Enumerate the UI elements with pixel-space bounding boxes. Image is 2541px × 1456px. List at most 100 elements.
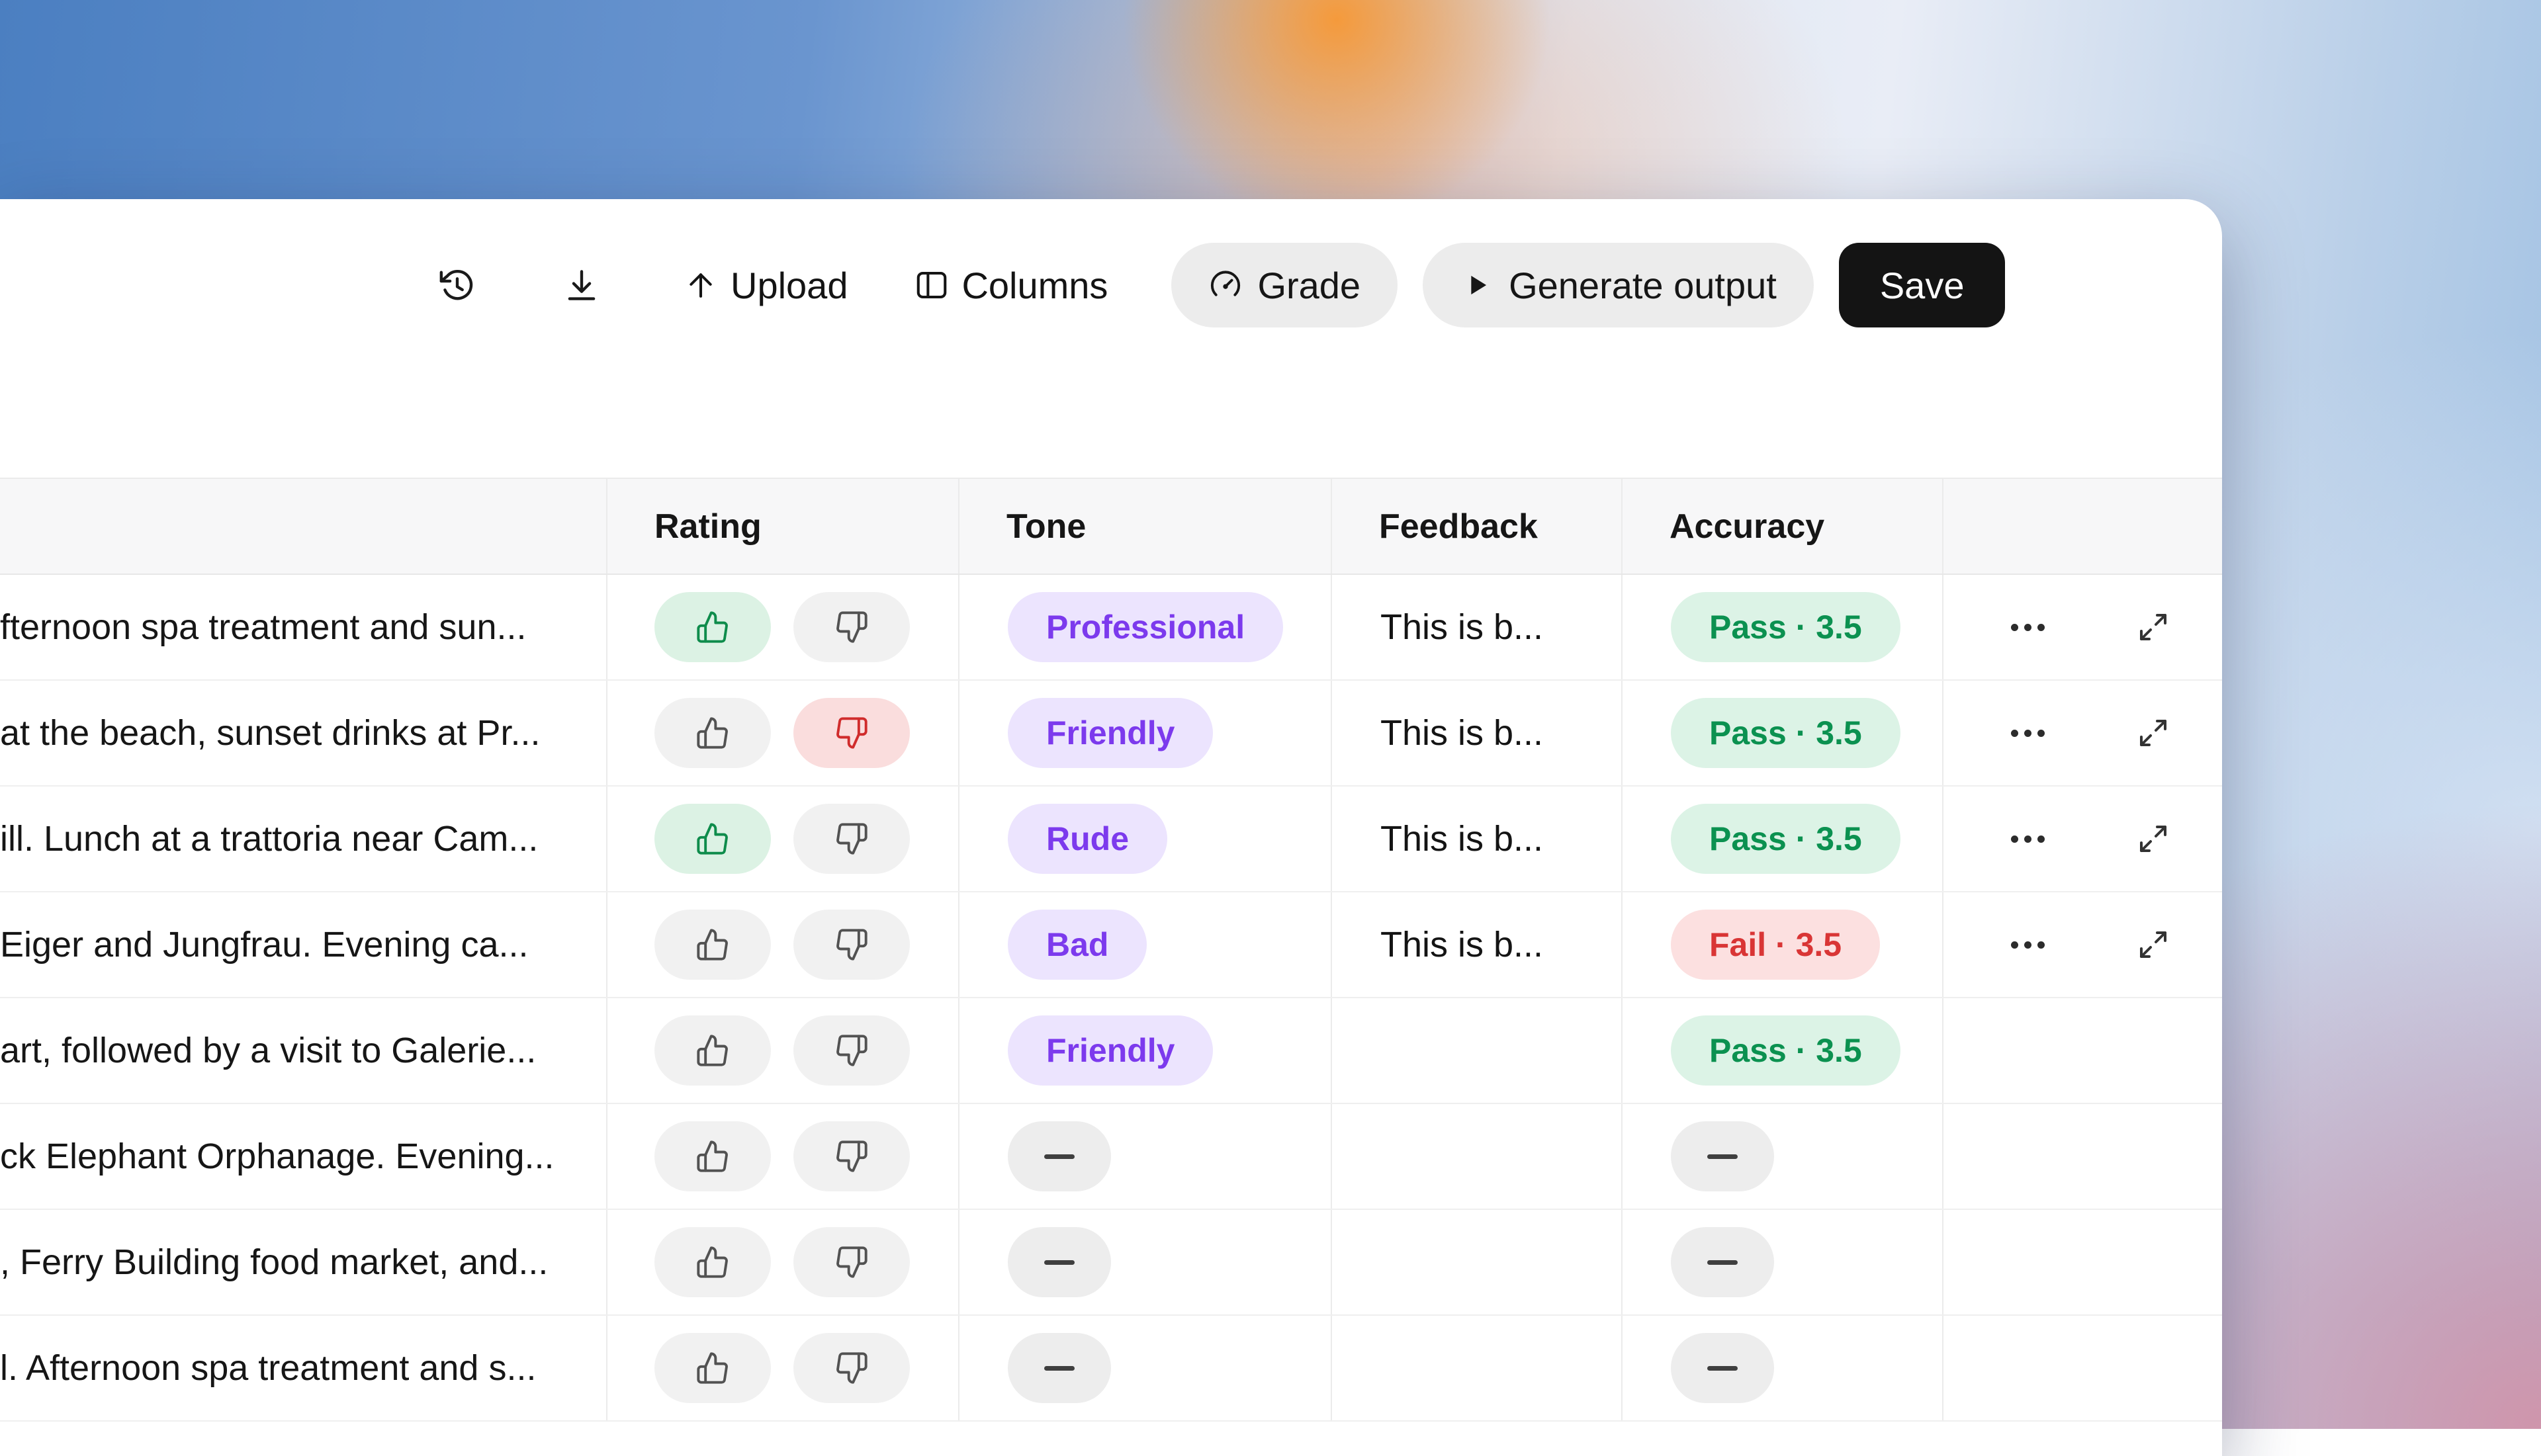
accuracy-cell[interactable]: Pass · 3.5 [1623,681,1943,785]
columns-button[interactable]: Columns [914,264,1108,307]
accuracy-badge[interactable]: Pass · 3.5 [1671,592,1900,662]
thumbs-up-button[interactable] [654,910,771,980]
feedback-cell[interactable] [1332,1316,1623,1420]
accuracy-badge[interactable]: Fail · 3.5 [1671,910,1880,980]
tone-cell[interactable]: Rude [959,787,1332,891]
column-header-rating[interactable]: Rating [607,479,959,574]
tone-badge[interactable]: Bad [1008,910,1147,980]
thumbs-down-button[interactable] [793,1121,910,1191]
accuracy-cell[interactable] [1623,1316,1943,1420]
feedback-cell[interactable] [1332,1104,1623,1209]
thumbs-down-button[interactable] [793,1227,910,1297]
row-more-button[interactable] [2004,617,2051,638]
prompt-cell[interactable]: l. Afternoon spa treatment and s... [0,1316,607,1420]
tone-cell[interactable]: Friendly [959,681,1332,785]
columns-button-label: Columns [961,264,1108,307]
table-row: ck Elephant Orphanage. Evening... [0,1104,2222,1210]
feedback-cell[interactable]: This is b... [1332,681,1623,785]
row-actions-cell [1943,1210,2222,1314]
thumbs-down-button[interactable] [793,1333,910,1403]
accuracy-badge[interactable]: Pass · 3.5 [1671,804,1900,874]
feedback-cell[interactable] [1332,998,1623,1103]
tone-badge[interactable]: Rude [1008,804,1167,874]
row-more-button[interactable] [2004,829,2051,849]
thumbs-up-icon [695,1351,730,1385]
feedback-cell[interactable]: This is b... [1332,787,1623,891]
history-icon [438,266,476,304]
expand-icon [2137,611,2169,643]
thumbs-down-button[interactable] [793,592,910,662]
thumbs-down-icon [834,1245,869,1279]
prompt-cell[interactable]: art, followed by a visit to Galerie... [0,998,607,1103]
row-more-button[interactable] [2004,935,2051,955]
download-button[interactable] [558,261,605,309]
row-expand-button[interactable] [2137,823,2169,855]
prompt-text: ck Elephant Orphanage. Evening... [0,1136,555,1177]
empty-value-pill [1671,1333,1774,1403]
thumbs-down-button[interactable] [793,698,910,768]
prompt-cell[interactable]: , Ferry Building food market, and... [0,1210,607,1314]
tone-badge[interactable]: Friendly [1008,1015,1213,1086]
accuracy-cell[interactable]: Pass · 3.5 [1623,787,1943,891]
tone-cell[interactable]: Friendly [959,998,1332,1103]
tone-cell[interactable]: Professional [959,575,1332,679]
accuracy-cell[interactable] [1623,1210,1943,1314]
history-button[interactable] [433,261,481,309]
tone-cell[interactable]: Bad [959,892,1332,997]
thumbs-up-button[interactable] [654,1333,771,1403]
row-expand-button[interactable] [2137,717,2169,749]
prompt-cell[interactable]: fternoon spa treatment and sun... [0,575,607,679]
accuracy-badge[interactable]: Pass · 3.5 [1671,1015,1900,1086]
accuracy-cell[interactable] [1623,1104,1943,1209]
accuracy-cell[interactable]: Pass · 3.5 [1623,575,1943,679]
rating-cell [607,1104,959,1209]
thumbs-down-icon [834,610,869,644]
thumbs-up-button[interactable] [654,698,771,768]
table-row: l. Afternoon spa treatment and s... [0,1316,2222,1422]
tone-cell[interactable] [959,1316,1332,1420]
accuracy-cell[interactable]: Fail · 3.5 [1623,892,1943,997]
accuracy-cell[interactable]: Pass · 3.5 [1623,998,1943,1103]
thumbs-up-button[interactable] [654,1121,771,1191]
table-row: at the beach, sunset drinks at Pr... Frie… [0,681,2222,787]
row-expand-button[interactable] [2137,611,2169,643]
prompt-cell[interactable]: at the beach, sunset drinks at Pr... [0,681,607,785]
thumbs-up-button[interactable] [654,1015,771,1086]
feedback-cell[interactable] [1332,1210,1623,1314]
tone-cell[interactable] [959,1210,1332,1314]
thumbs-down-button[interactable] [793,804,910,874]
thumbs-down-icon [834,1139,869,1174]
accuracy-badge[interactable]: Pass · 3.5 [1671,698,1900,768]
thumbs-down-button[interactable] [793,1015,910,1086]
row-more-button[interactable] [2004,723,2051,744]
grade-button[interactable]: Grade [1171,243,1398,327]
upload-button[interactable]: Upload [683,264,848,307]
table-body: fternoon spa treatment and sun... Profess… [0,575,2222,1422]
generate-output-button[interactable]: Generate output [1423,243,1814,327]
thumbs-down-button[interactable] [793,910,910,980]
prompt-cell[interactable]: Eiger and Jungfrau. Evening ca... [0,892,607,997]
thumbs-up-button[interactable] [654,1227,771,1297]
expand-icon [2137,929,2169,961]
feedback-cell[interactable]: This is b... [1332,575,1623,679]
tone-badge[interactable]: Friendly [1008,698,1213,768]
row-expand-button[interactable] [2137,929,2169,961]
thumbs-up-button[interactable] [654,804,771,874]
thumbs-up-button[interactable] [654,592,771,662]
feedback-cell[interactable]: This is b... [1332,892,1623,997]
row-actions-cell [1943,1104,2222,1209]
tone-cell[interactable] [959,1104,1332,1209]
thumbs-up-icon [695,1139,730,1174]
prompt-cell[interactable]: ck Elephant Orphanage. Evening... [0,1104,607,1209]
thumbs-up-icon [695,822,730,856]
tone-badge[interactable]: Professional [1008,592,1283,662]
column-header-tone[interactable]: Tone [959,479,1332,574]
column-header-accuracy[interactable]: Accuracy [1623,479,1943,574]
data-table: Rating Tone Feedback Accuracy fternoon s… [0,478,2222,1422]
save-button[interactable]: Save [1839,243,2006,327]
prompt-text: Eiger and Jungfrau. Evening ca... [0,924,529,965]
prompt-cell[interactable]: ill. Lunch at a trattoria near Cam... [0,787,607,891]
download-icon [562,266,601,304]
feedback-text: This is b... [1380,924,1543,965]
column-header-feedback[interactable]: Feedback [1332,479,1623,574]
